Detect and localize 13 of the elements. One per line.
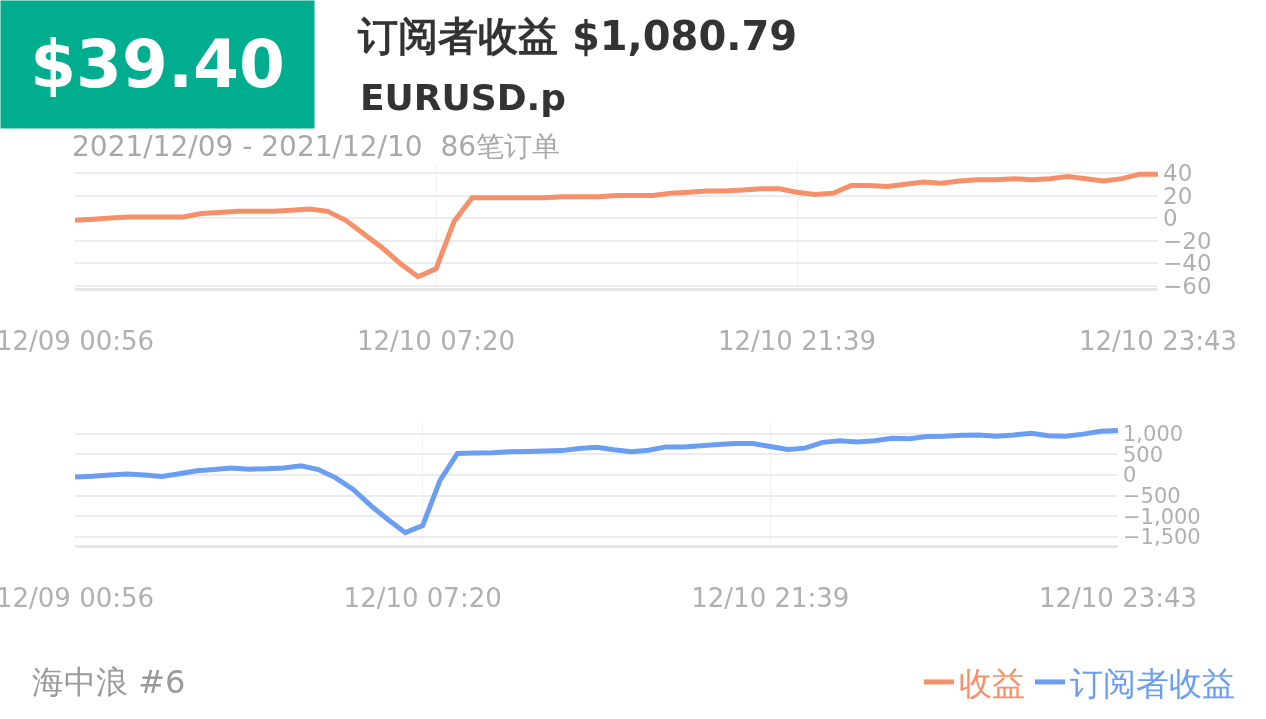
chart-title: 订阅者收益 $1,080.79 [357, 13, 798, 59]
legend-label: 收益 [959, 663, 1025, 703]
text: 海中浪 #6 [32, 663, 186, 701]
chart-subtitle: EURUSD.p [360, 77, 567, 118]
legend-label: 订阅者收益 [1070, 663, 1235, 703]
x-tick-label: 12/10 21:39 [691, 583, 850, 614]
text: $39.40 [30, 26, 285, 103]
text: 2021/12/09 - 2021/12/10 86笔订单 [72, 130, 561, 163]
x-tick-label: 12/10 07:20 [343, 583, 502, 614]
x-tick-label: 12/10 07:20 [356, 326, 516, 357]
x-tick-label: 12/10 23:43 [1078, 326, 1238, 357]
x-tick-label: 12/10 23:43 [1038, 583, 1198, 614]
x-tick-label: 12/10 21:39 [717, 326, 877, 357]
